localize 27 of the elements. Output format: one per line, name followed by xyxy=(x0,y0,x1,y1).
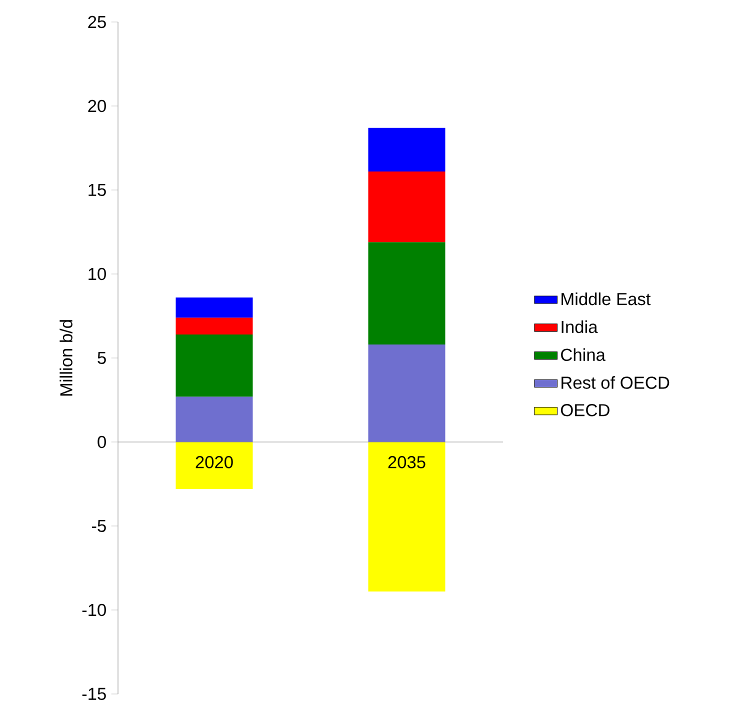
bar xyxy=(368,344,446,442)
y-tick-label: 0 xyxy=(98,436,106,448)
y-tick-label: 15 xyxy=(88,184,106,196)
legend-label: India xyxy=(562,320,598,333)
y-tick-label: -15 xyxy=(82,688,106,700)
bar xyxy=(176,442,253,489)
legend-label: Rest of OECD xyxy=(562,376,670,389)
bar xyxy=(176,297,253,318)
y-tick-label: 10 xyxy=(88,268,106,280)
legend-label: Middle East xyxy=(562,292,651,305)
bar xyxy=(368,171,446,242)
legend-label: OECD xyxy=(560,404,610,416)
legend-label: China xyxy=(561,348,606,361)
y-tick-label: 5 xyxy=(98,352,106,364)
y-axis-title: Million b/d xyxy=(60,320,72,396)
y-tick-label: -10 xyxy=(82,604,106,616)
y-tick-label: 25 xyxy=(88,16,106,28)
bar xyxy=(368,128,446,172)
bar xyxy=(368,242,446,344)
bar xyxy=(368,442,446,592)
x-tick-label: 2020 xyxy=(196,456,233,468)
bar xyxy=(176,334,253,396)
x-tick-label: 2035 xyxy=(388,456,426,468)
y-tick-label: -5 xyxy=(92,520,106,532)
bar xyxy=(176,396,253,442)
bar xyxy=(176,317,253,334)
y-tick-label: 20 xyxy=(88,100,106,112)
